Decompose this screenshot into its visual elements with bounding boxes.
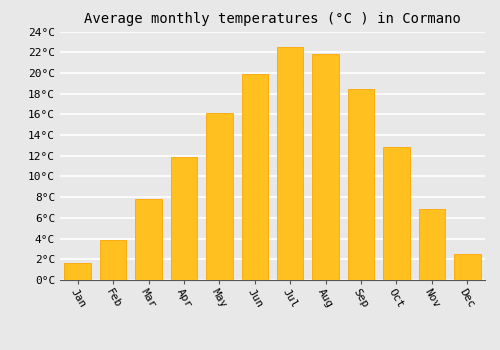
- Bar: [64, 264, 91, 280]
- Bar: [348, 90, 374, 280]
- Bar: [100, 240, 126, 280]
- Bar: [277, 47, 303, 280]
- Bar: [418, 209, 445, 280]
- Bar: [206, 113, 233, 280]
- Bar: [136, 199, 162, 280]
- Bar: [242, 74, 268, 280]
- Bar: [383, 147, 409, 280]
- Title: Average monthly temperatures (°C ) in Cormano: Average monthly temperatures (°C ) in Co…: [84, 12, 461, 26]
- Bar: [170, 157, 197, 280]
- Bar: [312, 54, 339, 280]
- Bar: [454, 254, 480, 280]
